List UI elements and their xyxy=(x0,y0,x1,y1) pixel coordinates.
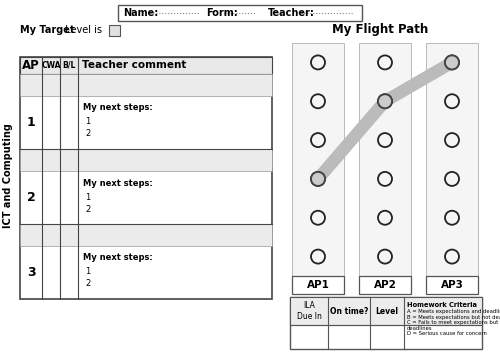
Text: My Flight Path: My Flight Path xyxy=(332,23,428,35)
Circle shape xyxy=(445,56,459,69)
Text: B = Meets expectations but not deadlines: B = Meets expectations but not deadlines xyxy=(407,314,500,320)
Text: A = Meets expectations and deadlines: A = Meets expectations and deadlines xyxy=(407,309,500,314)
Bar xyxy=(78,224,272,246)
Bar xyxy=(20,74,42,96)
Bar xyxy=(20,149,42,171)
Text: My Target: My Target xyxy=(20,25,74,35)
Text: AP: AP xyxy=(22,59,40,72)
Text: My next steps:: My next steps: xyxy=(83,103,153,113)
Text: Teacher comment: Teacher comment xyxy=(82,61,186,70)
Text: D = Serious cause for concern: D = Serious cause for concern xyxy=(407,331,487,336)
Bar xyxy=(20,224,42,246)
Circle shape xyxy=(311,172,325,186)
Text: Level: Level xyxy=(376,307,398,315)
Text: On time?: On time? xyxy=(330,307,368,315)
Bar xyxy=(292,276,344,294)
Text: deadlines: deadlines xyxy=(407,325,432,331)
Bar xyxy=(290,297,482,325)
Bar xyxy=(359,43,411,276)
Bar xyxy=(60,74,78,96)
Text: Level is: Level is xyxy=(62,25,102,35)
Bar xyxy=(109,25,120,36)
Bar xyxy=(20,57,272,74)
Text: ICT and Computing: ICT and Computing xyxy=(3,124,13,228)
Text: 2: 2 xyxy=(85,130,90,138)
Text: 2: 2 xyxy=(85,280,90,289)
Bar xyxy=(42,224,60,246)
Bar xyxy=(118,5,362,21)
Text: 1: 1 xyxy=(26,116,36,129)
Text: Name:: Name: xyxy=(123,8,158,18)
Text: B/L: B/L xyxy=(62,61,76,70)
Text: My next steps:: My next steps: xyxy=(83,178,153,188)
Text: Form:: Form: xyxy=(206,8,238,18)
Bar xyxy=(60,224,78,246)
Text: 2: 2 xyxy=(85,205,90,213)
Text: 3: 3 xyxy=(26,266,36,279)
Text: CWA: CWA xyxy=(41,61,61,70)
Text: AP3: AP3 xyxy=(440,280,464,290)
Bar xyxy=(290,297,482,349)
Text: Teacher:: Teacher: xyxy=(268,8,315,18)
Text: ILA
Due In: ILA Due In xyxy=(296,301,322,321)
Bar xyxy=(42,74,60,96)
Text: AP2: AP2 xyxy=(374,280,396,290)
Bar xyxy=(78,149,272,171)
Bar xyxy=(20,57,272,299)
Text: Homework Criteria: Homework Criteria xyxy=(407,302,477,308)
Bar xyxy=(60,149,78,171)
Text: 1: 1 xyxy=(85,268,90,276)
Text: My next steps:: My next steps: xyxy=(83,253,153,263)
Text: 1: 1 xyxy=(85,118,90,126)
Text: AP1: AP1 xyxy=(306,280,330,290)
Bar xyxy=(426,276,478,294)
Text: 1: 1 xyxy=(85,193,90,201)
Bar xyxy=(292,43,344,276)
Text: 2: 2 xyxy=(26,191,36,204)
Bar xyxy=(359,276,411,294)
Circle shape xyxy=(378,94,392,108)
Bar xyxy=(42,149,60,171)
Bar xyxy=(78,74,272,96)
Bar xyxy=(426,43,478,276)
Text: C = Fails to meet expectations but meets: C = Fails to meet expectations but meets xyxy=(407,320,500,325)
